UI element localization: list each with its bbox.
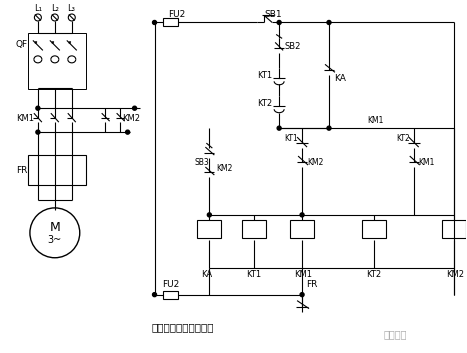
Bar bbox=[163, 18, 178, 26]
Text: KT2: KT2 bbox=[257, 99, 272, 108]
Text: KM2: KM2 bbox=[123, 114, 141, 123]
Bar bbox=[198, 220, 221, 238]
Bar bbox=[242, 220, 266, 238]
Circle shape bbox=[133, 106, 136, 110]
Circle shape bbox=[126, 130, 130, 134]
Text: L₁: L₁ bbox=[34, 4, 42, 13]
Circle shape bbox=[30, 208, 80, 258]
Text: KM1: KM1 bbox=[294, 270, 312, 279]
Text: KM1: KM1 bbox=[419, 157, 435, 167]
Bar bbox=[28, 34, 86, 89]
Circle shape bbox=[36, 130, 40, 134]
Text: KM2: KM2 bbox=[446, 270, 464, 279]
Text: KT2: KT2 bbox=[396, 134, 410, 143]
Text: FU2: FU2 bbox=[163, 280, 180, 289]
Bar bbox=[163, 291, 178, 299]
Circle shape bbox=[300, 213, 304, 217]
Text: KT2: KT2 bbox=[366, 270, 381, 279]
Text: 定时自动循环控制电路: 定时自动循环控制电路 bbox=[151, 323, 214, 333]
Text: FR: FR bbox=[16, 166, 28, 174]
Text: KM2: KM2 bbox=[216, 163, 233, 173]
Bar bbox=[28, 155, 86, 185]
Text: SB2: SB2 bbox=[284, 42, 300, 51]
Bar bbox=[442, 220, 466, 238]
Circle shape bbox=[36, 106, 40, 110]
Text: KM1: KM1 bbox=[367, 116, 383, 125]
Bar bbox=[362, 220, 386, 238]
Circle shape bbox=[277, 126, 281, 130]
Circle shape bbox=[207, 213, 212, 217]
Text: QF: QF bbox=[16, 40, 28, 49]
Text: KT1: KT1 bbox=[284, 134, 298, 143]
Circle shape bbox=[327, 126, 331, 130]
Bar bbox=[290, 220, 314, 238]
Circle shape bbox=[300, 293, 304, 297]
Circle shape bbox=[153, 293, 156, 297]
Text: KM2: KM2 bbox=[307, 157, 324, 167]
Text: KA: KA bbox=[334, 74, 346, 83]
Text: SB3: SB3 bbox=[194, 157, 209, 167]
Text: FU2: FU2 bbox=[169, 10, 186, 19]
Text: KM1: KM1 bbox=[16, 114, 34, 123]
Text: KT1: KT1 bbox=[246, 270, 262, 279]
Text: FR: FR bbox=[306, 280, 318, 289]
Circle shape bbox=[327, 20, 331, 24]
Circle shape bbox=[35, 14, 42, 21]
Text: KT1: KT1 bbox=[257, 71, 272, 80]
Text: KA: KA bbox=[201, 270, 212, 279]
Text: 技成培训: 技成培训 bbox=[384, 329, 407, 340]
Text: L₃: L₃ bbox=[67, 4, 75, 13]
Text: L₂: L₂ bbox=[51, 4, 59, 13]
Text: M: M bbox=[50, 221, 60, 234]
Text: 3~: 3~ bbox=[48, 235, 62, 245]
Circle shape bbox=[51, 14, 58, 21]
Text: SB1: SB1 bbox=[264, 10, 282, 19]
Circle shape bbox=[68, 14, 75, 21]
Circle shape bbox=[153, 20, 156, 24]
Circle shape bbox=[277, 20, 281, 24]
